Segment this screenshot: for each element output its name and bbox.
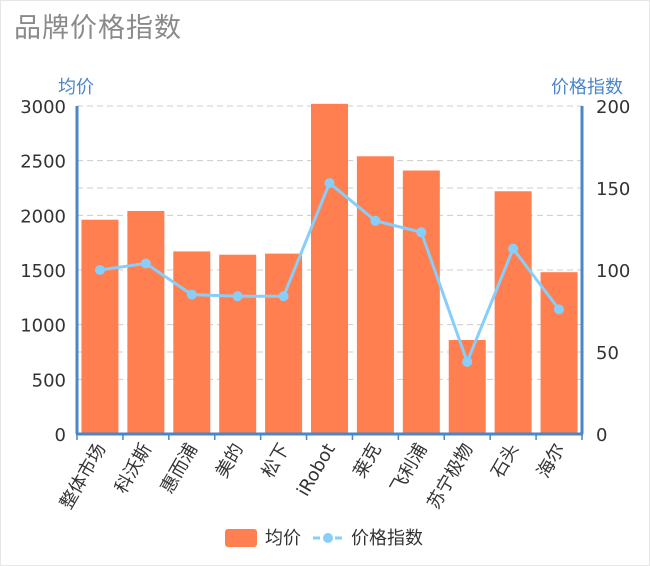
bar xyxy=(494,191,532,434)
line-point xyxy=(232,291,243,302)
bar xyxy=(356,156,394,434)
legend-bar-label: 均价 xyxy=(265,528,301,549)
axes: 0 500 1000 1500 2000 2500 3000 0 50 100 150 200 均价 价格… xyxy=(20,77,630,446)
y-left-tick-label: 1000 xyxy=(20,316,66,337)
legend-bar-swatch xyxy=(225,529,257,547)
bar xyxy=(127,210,165,434)
bar xyxy=(311,103,348,435)
line-point xyxy=(508,243,519,254)
line-point xyxy=(324,178,335,189)
x-tick-label: 苏宁极物 xyxy=(423,440,477,513)
y-right-tick-label: 50 xyxy=(596,343,619,364)
y-right-tick-label: 100 xyxy=(596,261,630,282)
y-left-tick-label: 1500 xyxy=(20,261,66,282)
y-right-tick-label: 0 xyxy=(596,425,607,446)
line-series xyxy=(94,178,565,367)
x-tick-label: iRobot xyxy=(293,440,340,500)
x-tick-label: 美的 xyxy=(212,440,248,482)
y-right-tick-label: 200 xyxy=(596,97,630,118)
y-left-axis-label: 均价 xyxy=(58,77,94,98)
line-point xyxy=(94,265,105,275)
legend-line-marker xyxy=(323,533,333,543)
x-tick-label: 松下 xyxy=(258,440,294,482)
y-left-tick-label: 3000 xyxy=(20,97,66,118)
line-point xyxy=(462,356,473,367)
bar-series xyxy=(81,103,578,435)
bar xyxy=(448,339,486,434)
line-point xyxy=(554,304,565,315)
x-tick-label: 飞利浦 xyxy=(386,440,431,497)
bar xyxy=(265,253,303,434)
y-left-tick-label: 2000 xyxy=(20,206,66,227)
y-left-tick-label: 2500 xyxy=(20,152,66,173)
bar xyxy=(173,251,211,434)
legend-line-label: 价格指数 xyxy=(351,528,423,549)
x-tick-label: 莱克 xyxy=(350,440,386,482)
line-point xyxy=(278,291,289,302)
bar xyxy=(402,170,440,435)
x-tick-label: 惠而浦 xyxy=(157,440,202,497)
bar xyxy=(219,254,257,434)
line-point xyxy=(416,227,427,238)
y-right-tick-label: 150 xyxy=(596,179,630,200)
line-point xyxy=(186,289,197,300)
line-point xyxy=(140,258,151,269)
bar xyxy=(81,219,119,434)
y-right-axis-label: 价格指数 xyxy=(551,77,623,98)
line-point xyxy=(370,215,381,226)
x-tick-label: 整体市场 xyxy=(56,440,110,513)
y-left-tick-label: 500 xyxy=(32,370,66,391)
x-tick-label: 海尔 xyxy=(533,440,569,482)
bar xyxy=(540,272,578,434)
x-tick-label: 石头 xyxy=(487,440,523,482)
y-left-tick-label: 0 xyxy=(55,425,66,446)
chart-title: 品牌价格指数 xyxy=(14,13,182,44)
x-tick-label: 科沃斯 xyxy=(111,440,156,497)
legend[interactable]: 均价 价格指数 xyxy=(225,528,423,549)
